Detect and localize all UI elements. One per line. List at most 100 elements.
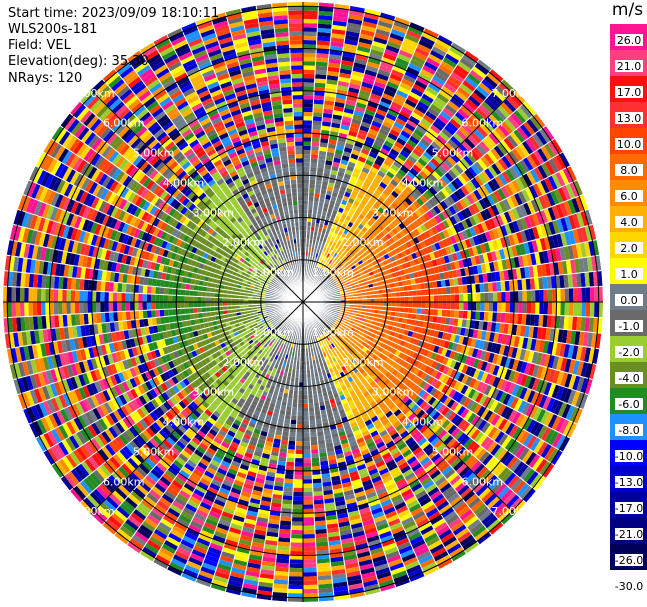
- velocity-gate: [326, 75, 339, 81]
- velocity-gate: [462, 310, 468, 320]
- velocity-gate: [497, 302, 502, 313]
- velocity-gate: [303, 61, 316, 66]
- velocity-gate: [303, 217, 308, 222]
- velocity-gate: [330, 33, 346, 40]
- velocity-gate: [412, 307, 417, 314]
- velocity-gate: [589, 286, 595, 302]
- velocity-gate: [341, 55, 355, 63]
- velocity-gate: [346, 26, 361, 34]
- velocity-gate: [560, 288, 565, 302]
- velocity-gate: [467, 302, 472, 311]
- velocity-gate: [314, 516, 326, 522]
- velocity-gate: [433, 302, 439, 310]
- velocity-gate: [291, 411, 298, 416]
- velocity-gate: [339, 124, 350, 131]
- velocity-gate: [311, 218, 317, 223]
- velocity-gate: [348, 83, 361, 90]
- velocity-gate: [483, 282, 489, 293]
- velocity-gate: [303, 563, 317, 569]
- velocity-gate: [303, 56, 316, 62]
- velocity-gate: [303, 187, 309, 193]
- velocity-gate: [292, 491, 303, 497]
- velocity-gate: [297, 411, 303, 417]
- velocity-gate: [338, 72, 352, 79]
- velocity-gate: [317, 23, 333, 29]
- velocity-gate: [323, 202, 330, 209]
- velocity-gates: [3, 2, 603, 602]
- velocity-gate: [309, 171, 317, 176]
- velocity-gate: [282, 491, 293, 497]
- velocity-gate: [333, 105, 345, 112]
- velocity-gate: [324, 198, 331, 204]
- velocity-gate: [329, 41, 344, 48]
- velocity-gate: [338, 76, 351, 83]
- velocity-gate: [290, 415, 297, 421]
- velocity-gate: [333, 7, 350, 14]
- velocity-gate: [323, 104, 335, 110]
- velocity-gate: [303, 116, 313, 121]
- velocity-gate: [288, 572, 303, 577]
- velocity-gate: [308, 200, 314, 206]
- velocity-gate: [327, 143, 337, 150]
- velocity-gate: [340, 64, 354, 71]
- velocity-gate: [360, 29, 376, 37]
- velocity-gate: [303, 445, 311, 450]
- velocity-gate: [433, 294, 439, 302]
- velocity-gate: [308, 402, 314, 408]
- velocity-gate: [303, 44, 317, 49]
- velocity-gate: [332, 157, 342, 164]
- velocity-gate: [313, 91, 326, 97]
- velocity-gate: [521, 313, 527, 326]
- velocity-gate: [303, 475, 313, 480]
- velocity-gate: [387, 297, 392, 302]
- velocity-gate: [450, 309, 455, 318]
- velocity-gate: [321, 125, 331, 131]
- velocity-gate: [303, 390, 308, 395]
- velocity-gate: [316, 36, 331, 42]
- velocity-gate: [298, 386, 303, 391]
- velocity-gate: [303, 107, 314, 113]
- velocity-gate: [458, 310, 464, 319]
- velocity-gate: [475, 311, 481, 321]
- velocity-gate: [292, 496, 303, 501]
- velocity-gate: [303, 103, 314, 108]
- velocity-gate: [311, 222, 316, 227]
- velocity-gate: [480, 302, 485, 312]
- velocity-gate: [387, 302, 392, 307]
- velocity-gate: [283, 486, 294, 492]
- velocity-gate: [518, 290, 523, 302]
- velocity-gate: [303, 407, 309, 412]
- velocity-gate: [303, 35, 317, 41]
- velocity-gate: [314, 78, 327, 84]
- velocity-gate: [311, 457, 320, 463]
- velocity-gate: [303, 525, 315, 531]
- velocity-gate: [303, 171, 310, 176]
- velocity-gate: [303, 411, 309, 417]
- velocity-gate: [362, 16, 379, 25]
- velocity-gate: [314, 86, 326, 92]
- velocity-gate: [292, 500, 303, 505]
- velocity-gate: [346, 22, 362, 30]
- velocity-gate: [315, 175, 323, 181]
- velocity-gate: [479, 311, 485, 321]
- velocity-gate: [292, 504, 303, 509]
- velocity-gate: [296, 415, 303, 421]
- velocity-gate: [358, 37, 373, 45]
- velocity-gate: [313, 503, 325, 509]
- velocity-gate: [568, 287, 574, 302]
- velocity-gate: [297, 403, 303, 408]
- velocity-gate: [543, 302, 549, 315]
- velocity-gate: [350, 74, 364, 82]
- velocity-gate: [320, 133, 330, 140]
- velocity-gate: [303, 483, 313, 488]
- velocity-gate: [492, 291, 498, 302]
- velocity-gate: [303, 225, 307, 231]
- velocity-gate: [564, 302, 570, 316]
- velocity-gate: [500, 280, 506, 292]
- velocity-gate: [416, 295, 422, 302]
- velocity-gate: [312, 482, 323, 488]
- velocity-gate: [310, 226, 315, 232]
- velocity-gate: [347, 87, 360, 94]
- velocity-gate: [496, 312, 502, 323]
- velocity-gate: [450, 286, 455, 295]
